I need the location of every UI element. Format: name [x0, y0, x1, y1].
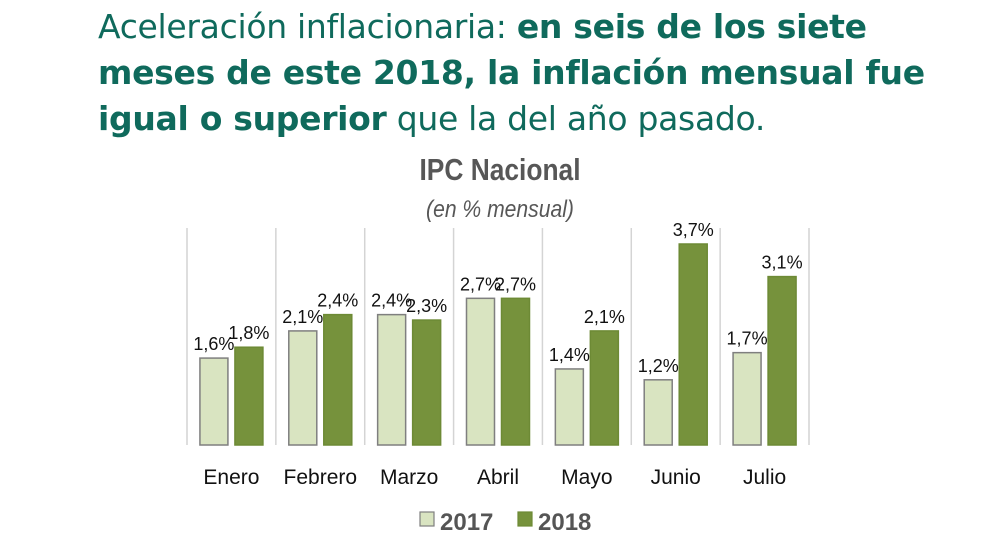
headline-emphasis: en seis de los siete meses de este 2018,… [98, 7, 925, 138]
x-tick-label: Junio [651, 466, 701, 489]
data-label-2018-febrero: 2,4% [317, 291, 358, 311]
legend-label-2018: 2018 [538, 509, 591, 536]
bar-2017-marzo [376, 313, 407, 446]
bar-2017-junio [643, 379, 673, 446]
chart-subtitle: (en % mensual) [426, 196, 574, 223]
data-label-2018-julio: 3,1% [762, 253, 803, 273]
data-label-2018-marzo: 2,3% [406, 296, 447, 316]
bar-2018-febrero [323, 313, 353, 446]
bar-2017-abril [465, 297, 496, 446]
data-label-2018-mayo: 2,1% [584, 307, 625, 327]
legend-swatch-2017 [419, 511, 435, 527]
legend-label-2017: 2017 [440, 509, 493, 536]
data-label-2017-junio: 1,2% [638, 356, 679, 376]
bar-2017-julio [732, 351, 762, 446]
headline: Aceleración inflacionaria: en seis de lo… [98, 4, 958, 142]
bar-2017-enero [199, 357, 229, 446]
bar-2018-mayo [589, 330, 620, 446]
headline-intro: Aceleración inflacionaria: [98, 7, 517, 46]
data-label-2017-febrero: 2,1% [282, 307, 323, 327]
x-tick-label: Marzo [380, 466, 438, 489]
data-label-2017-marzo: 2,4% [371, 291, 412, 311]
bar-2017-mayo [554, 368, 585, 446]
bar-2017-febrero [288, 330, 318, 446]
bar-2018-marzo [411, 319, 442, 446]
x-tick-label: Abril [477, 466, 519, 489]
data-label-2018-abril: 2,7% [495, 274, 536, 294]
data-label-2017-mayo: 1,4% [549, 345, 590, 365]
x-tick-label: Febrero [284, 466, 358, 489]
headline-outro: que la del año pasado. [386, 99, 766, 138]
bar-2018-julio [767, 275, 797, 446]
data-label-2017-enero: 1,6% [193, 334, 234, 354]
data-label-2018-junio: 3,7% [673, 220, 714, 240]
data-label-2018-enero: 1,8% [228, 323, 269, 343]
x-tick-label: Julio [743, 466, 786, 489]
bar-2018-enero [234, 346, 264, 446]
legend-swatch-2018 [517, 511, 533, 527]
bar-2018-abril [500, 297, 531, 446]
bar-2018-junio [678, 243, 708, 446]
data-label-2017-julio: 1,7% [727, 329, 768, 349]
x-tick-label: Enero [203, 466, 259, 489]
chart-title: IPC Nacional [419, 152, 581, 187]
x-tick-label: Mayo [561, 466, 612, 489]
data-label-2017-abril: 2,7% [460, 274, 501, 294]
